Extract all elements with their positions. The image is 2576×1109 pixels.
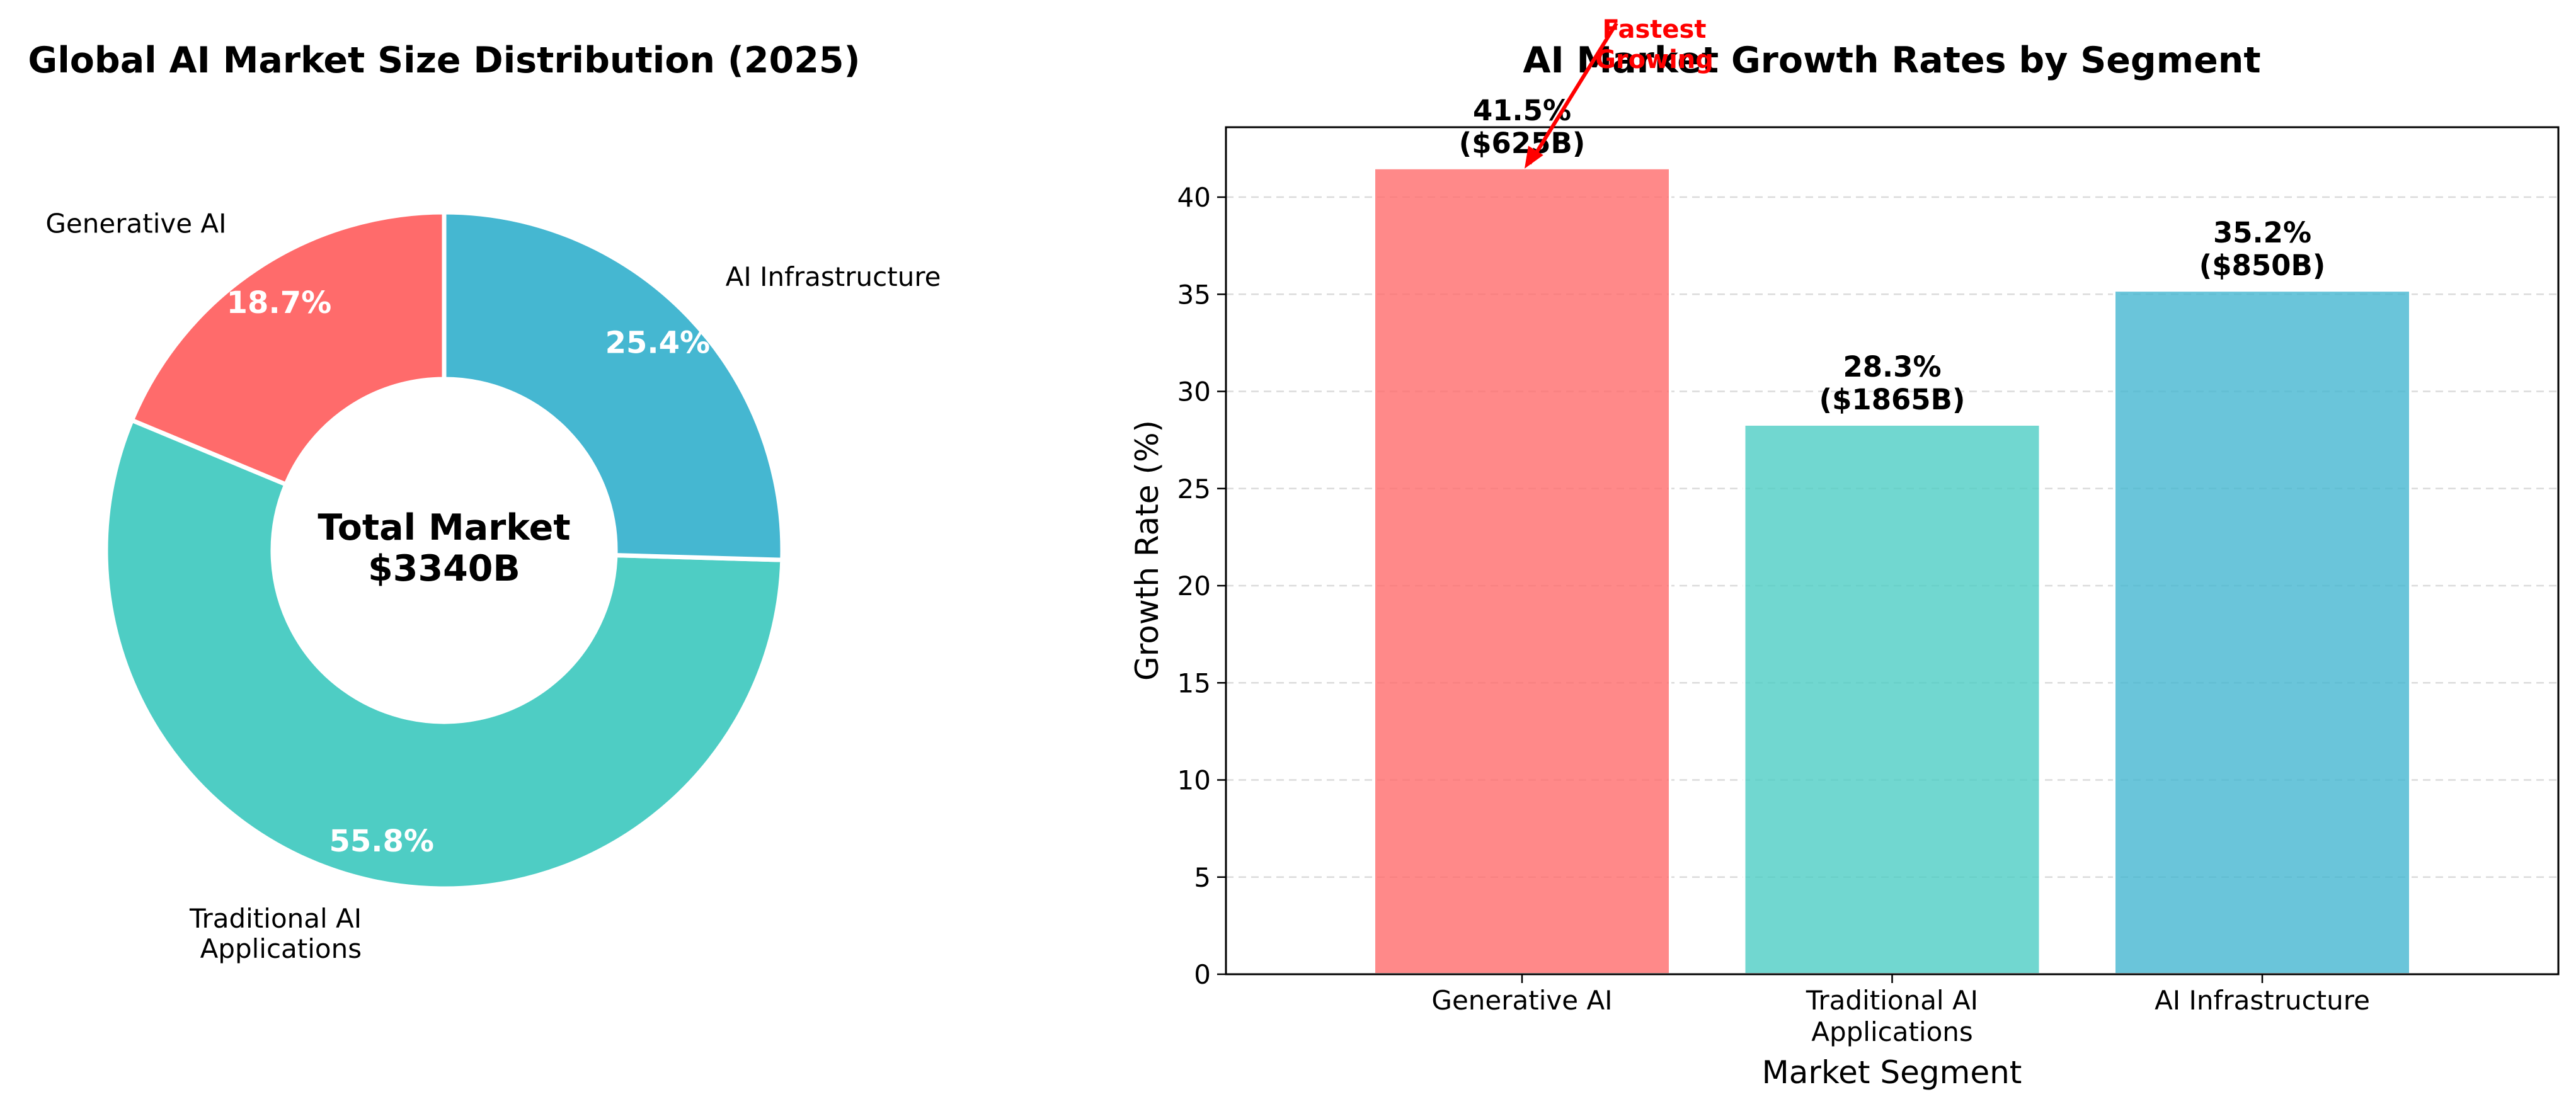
text-line: 28.3%	[1843, 350, 1941, 384]
bar-value-label-traditional-ai-applications: 28.3% ($1865B)	[1819, 350, 1966, 416]
text-line: Applications	[200, 933, 362, 964]
y-tick-label-30: 30	[1177, 377, 1211, 407]
bar-value-label-ai-infrastructure: 35.2% ($850B)	[2199, 216, 2326, 282]
y-axis-label: Growth Rate (%)	[1129, 420, 1165, 681]
y-tick-label-5: 5	[1194, 862, 1211, 893]
text-line: Traditional AI	[189, 903, 362, 934]
donut-center-total: $3340B	[368, 548, 520, 589]
annotation-arrow-line	[1528, 22, 1618, 165]
y-tick-label-15: 15	[1177, 668, 1211, 698]
text-line: 35.2%	[2213, 216, 2311, 249]
x-tick-label-ai-infrastructure: AI Infrastructure	[2155, 985, 2370, 1016]
bar-ai-infrastructure	[2113, 289, 2412, 976]
x-axis-ticks: Generative AI Traditional AI ApplicationsA…	[1431, 974, 2370, 1047]
y-tick-label-0: 0	[1194, 959, 1211, 990]
text-line: ($850B)	[2199, 249, 2326, 282]
bar-chart-title: AI Market Growth Rates by Segment	[1523, 40, 2260, 81]
bars	[1373, 166, 2412, 976]
annotation-text: Fastest Growing	[1595, 15, 1714, 74]
text-line: Growing	[1595, 45, 1714, 74]
text-line: ($1865B)	[1819, 383, 1966, 416]
text-line: Fastest	[1603, 15, 1707, 44]
x-axis-label: Market Segment	[1762, 1054, 2022, 1091]
pie-chart-title: Global AI Market Size Distribution (2025…	[28, 40, 860, 81]
pie-chart-panel: Global AI Market Size Distribution (2025…	[28, 40, 941, 964]
annotation-arrowhead	[1525, 145, 1543, 169]
pie-label-traditional-ai-applications: Traditional AI Applications	[189, 903, 362, 964]
pie-percent-ai-infrastructure: 25.4%	[605, 326, 711, 361]
y-tick-label-35: 35	[1177, 279, 1211, 310]
pie-slice-ai-infrastructure	[442, 210, 785, 562]
pie-label-ai-infrastructure: AI Infrastructure	[726, 261, 941, 292]
pie-percent-generative-ai: 18.7%	[227, 285, 332, 321]
bar-chart-panel: 0 5 10 15 20 25 30 35 40 Generative AI Traditiona…	[1129, 15, 2560, 1091]
y-tick-label-40: 40	[1177, 182, 1211, 213]
donut-center-title: Total Market	[318, 507, 570, 549]
pie-label-generative-ai: Generative AI	[45, 208, 226, 239]
pie-slices	[103, 210, 785, 891]
pie-slice-traditional-ai-applications	[103, 417, 785, 891]
bar-traditional-ai-applications	[1743, 423, 2042, 975]
x-tick-label-traditional-ai-applications: Traditional AI Applications	[1806, 985, 1978, 1047]
y-tick-label-25: 25	[1177, 474, 1211, 504]
pie-slice-generative-ai	[129, 210, 447, 487]
x-tick-label-generative-ai: Generative AI	[1431, 985, 1612, 1016]
bar-value-label-generative-ai: 41.5% ($625B)	[1459, 94, 1586, 160]
y-tick-label-20: 20	[1177, 571, 1211, 601]
text-line: ($625B)	[1459, 127, 1586, 160]
bar-value-labels: 41.5% ($625B) 28.3% ($1865B) 35.2% ($850B)	[1459, 94, 2326, 416]
text-line: Applications	[1811, 1016, 1973, 1047]
pie-labels: 18.7% Generative AI 55.8% Traditional AI App…	[45, 208, 941, 964]
pie-percent-traditional-ai-applications: 55.8%	[329, 824, 434, 859]
y-tick-label-10: 10	[1177, 765, 1211, 796]
fastest-growing-annotation: Fastest Growing	[1525, 15, 1714, 169]
text-line: Traditional AI	[1806, 985, 1978, 1016]
bar-generative-ai	[1373, 166, 1671, 975]
y-axis-ticks: 0 5 10 15 20 25 30 35 40	[1177, 182, 1226, 990]
